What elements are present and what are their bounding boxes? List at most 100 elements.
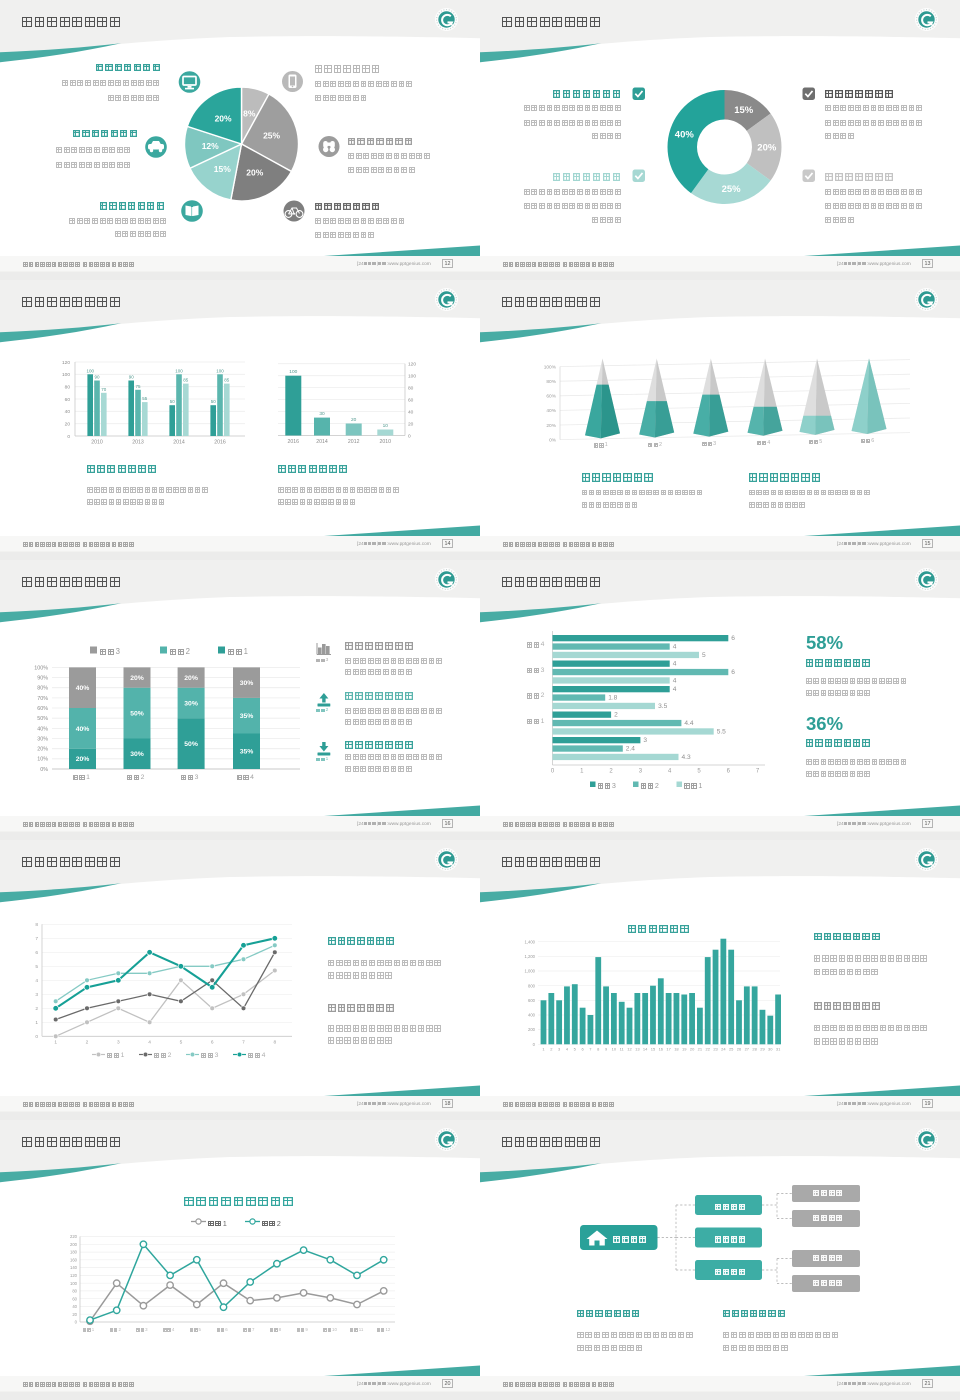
svg-text:40: 40: [72, 1304, 77, 1309]
svg-text:6: 6: [581, 1046, 584, 1051]
svg-text:80: 80: [72, 1289, 77, 1294]
svg-text:31: 31: [776, 1046, 781, 1051]
svg-text:6: 6: [35, 950, 38, 956]
svg-text:20%: 20%: [757, 142, 777, 153]
svg-text:5: 5: [35, 964, 38, 970]
svg-text:15: 15: [651, 1046, 656, 1051]
svg-text:29: 29: [760, 1046, 765, 1051]
svg-text:20: 20: [690, 1046, 695, 1051]
svg-text:14: 14: [643, 1046, 648, 1051]
svg-text:1: 1: [542, 1046, 545, 1051]
svg-text:1,400: 1,400: [525, 939, 536, 944]
svg-text:100: 100: [289, 369, 297, 375]
svg-text:6: 6: [211, 1039, 214, 1045]
svg-text:8: 8: [273, 1039, 276, 1045]
svg-text:30: 30: [319, 411, 325, 417]
svg-text:2012: 2012: [348, 439, 360, 445]
svg-text:24: 24: [721, 1046, 726, 1051]
svg-text:35%: 35%: [240, 713, 254, 720]
svg-text:80: 80: [408, 385, 414, 391]
svg-text:40%: 40%: [546, 408, 556, 414]
svg-text:85: 85: [183, 378, 189, 383]
svg-text:20%: 20%: [37, 747, 48, 753]
svg-text:4: 4: [668, 769, 672, 775]
svg-text:2014: 2014: [316, 439, 328, 445]
svg-text:0: 0: [551, 769, 555, 775]
svg-text:20%: 20%: [246, 167, 263, 177]
svg-text:5: 5: [697, 769, 701, 775]
svg-text:0: 0: [75, 1320, 78, 1325]
svg-text:5: 5: [180, 1039, 183, 1045]
svg-text:4: 4: [673, 643, 677, 650]
svg-text:2: 2: [614, 712, 618, 719]
svg-text:28: 28: [752, 1046, 757, 1051]
svg-text:90%: 90%: [37, 676, 48, 682]
svg-text:60: 60: [72, 1296, 77, 1301]
svg-text:0: 0: [35, 1034, 38, 1040]
svg-text:100: 100: [62, 372, 70, 378]
svg-text:7: 7: [35, 936, 38, 942]
svg-text:40%: 40%: [675, 129, 695, 140]
svg-text:10: 10: [612, 1046, 617, 1051]
svg-text:60%: 60%: [37, 706, 48, 712]
svg-text:80%: 80%: [546, 379, 556, 385]
svg-text:20%: 20%: [130, 675, 144, 682]
svg-text:7: 7: [589, 1046, 592, 1051]
svg-text:200: 200: [528, 1027, 536, 1032]
svg-text:10: 10: [383, 423, 389, 429]
svg-text:4: 4: [673, 677, 677, 684]
svg-text:30%: 30%: [240, 680, 254, 687]
svg-text:60: 60: [65, 397, 71, 403]
svg-text:20: 20: [65, 422, 71, 428]
svg-text:100: 100: [175, 368, 183, 373]
svg-text:7: 7: [242, 1039, 245, 1045]
svg-text:35%: 35%: [240, 749, 254, 756]
svg-text:3: 3: [558, 1046, 561, 1051]
svg-text:4: 4: [148, 1039, 151, 1045]
svg-text:70: 70: [101, 387, 107, 392]
svg-text:40: 40: [65, 409, 71, 415]
svg-text:2016: 2016: [288, 439, 300, 445]
svg-text:1,000: 1,000: [525, 969, 536, 974]
svg-text:200: 200: [70, 1242, 78, 1247]
svg-text:1: 1: [54, 1039, 57, 1045]
svg-text:50: 50: [211, 399, 217, 404]
svg-text:120: 120: [408, 362, 416, 368]
svg-text:55: 55: [142, 396, 148, 401]
svg-text:22: 22: [705, 1046, 710, 1051]
svg-text:1: 1: [35, 1020, 38, 1026]
svg-text:80: 80: [65, 385, 71, 391]
svg-text:30%: 30%: [37, 736, 48, 742]
svg-text:0: 0: [533, 1042, 536, 1047]
svg-text:6: 6: [731, 635, 735, 642]
svg-text:1.8: 1.8: [608, 694, 617, 701]
svg-text:100: 100: [216, 368, 224, 373]
svg-text:23: 23: [713, 1046, 718, 1051]
svg-text:5: 5: [702, 652, 706, 659]
svg-text:2013: 2013: [132, 440, 144, 446]
svg-text:5.5: 5.5: [717, 728, 726, 735]
svg-text:0: 0: [408, 433, 411, 439]
svg-text:4: 4: [673, 661, 677, 668]
svg-text:20%: 20%: [184, 675, 198, 682]
svg-text:8: 8: [597, 1046, 600, 1051]
svg-text:120: 120: [70, 1273, 78, 1278]
svg-text:5: 5: [574, 1046, 577, 1051]
svg-text:2: 2: [609, 769, 613, 775]
svg-text:220: 220: [70, 1234, 78, 1239]
svg-text:100: 100: [86, 368, 94, 373]
svg-text:12: 12: [627, 1046, 632, 1051]
svg-text:20: 20: [72, 1312, 77, 1317]
svg-text:180: 180: [70, 1250, 78, 1255]
svg-text:4: 4: [673, 686, 677, 693]
svg-text:19: 19: [682, 1046, 687, 1051]
svg-text:75: 75: [135, 384, 141, 389]
svg-text:2010: 2010: [91, 440, 103, 446]
svg-text:0: 0: [67, 434, 70, 440]
svg-text:7: 7: [756, 769, 760, 775]
svg-text:4.4: 4.4: [684, 720, 693, 727]
svg-text:15%: 15%: [214, 164, 231, 174]
svg-text:8%: 8%: [243, 109, 256, 119]
svg-text:80%: 80%: [37, 686, 48, 692]
svg-text:8: 8: [35, 922, 38, 928]
